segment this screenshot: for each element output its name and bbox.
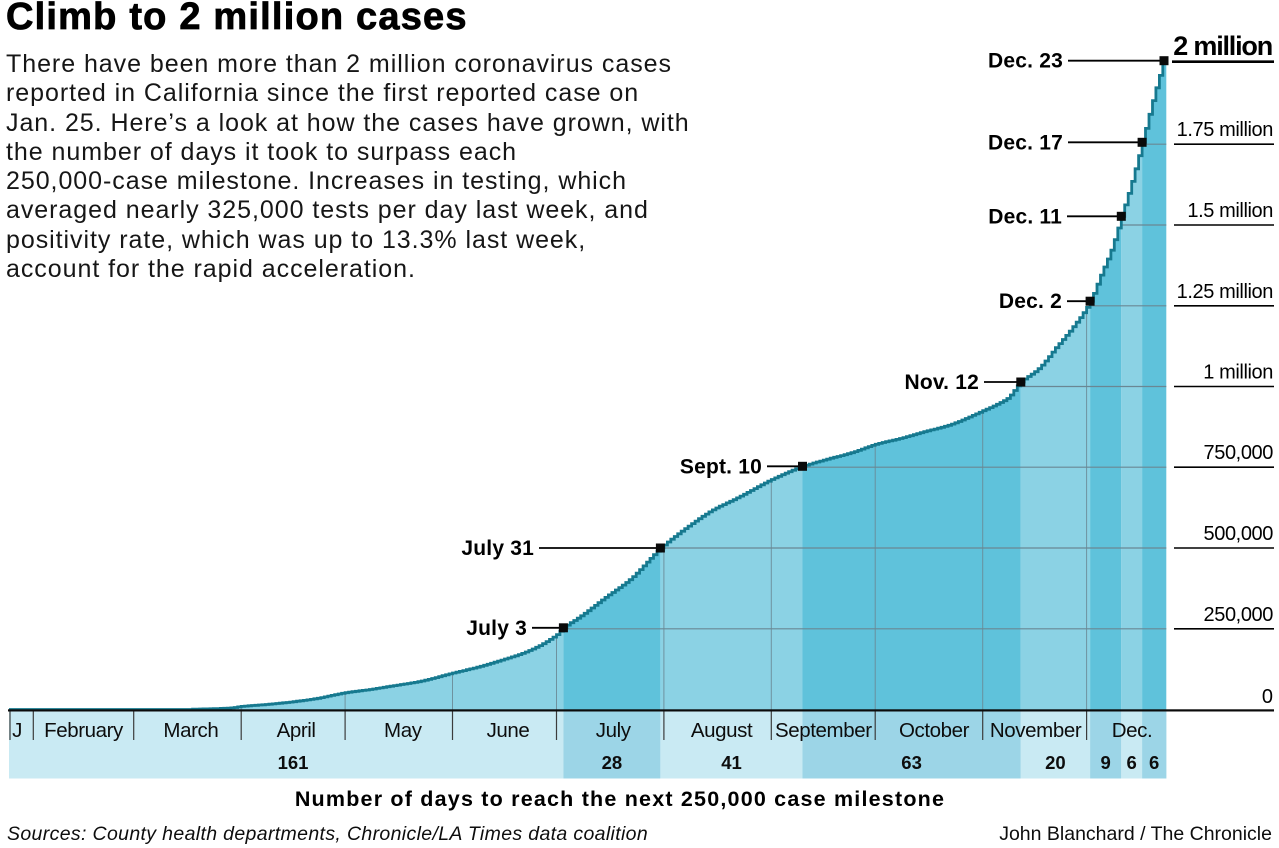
svg-text:July 3: July 3 — [466, 617, 527, 640]
svg-text:Sources: County health departm: Sources: County health departments, Chro… — [7, 823, 648, 845]
svg-text:October: October — [899, 719, 970, 742]
svg-text:March: March — [163, 719, 218, 742]
svg-text:161: 161 — [278, 752, 309, 773]
svg-text:Dec. 2: Dec. 2 — [999, 290, 1062, 313]
svg-text:Nov. 12: Nov. 12 — [904, 371, 979, 394]
svg-text:2 million: 2 million — [1173, 31, 1272, 61]
svg-text:J: J — [12, 719, 22, 742]
svg-text:20: 20 — [1045, 752, 1066, 773]
svg-text:Sept. 10: Sept. 10 — [680, 455, 762, 478]
svg-text:November: November — [990, 719, 1082, 742]
svg-text:41: 41 — [721, 752, 742, 773]
svg-text:September: September — [775, 719, 872, 742]
svg-text:1.75 million: 1.75 million — [1177, 119, 1273, 141]
svg-text:August: August — [691, 719, 753, 742]
svg-text:May: May — [384, 719, 423, 742]
svg-text:John Blanchard / The Chronicle: John Blanchard / The Chronicle — [999, 823, 1272, 845]
svg-text:Dec.: Dec. — [1112, 719, 1153, 742]
svg-text:1.5 million: 1.5 million — [1187, 200, 1273, 222]
svg-text:Dec. 17: Dec. 17 — [988, 131, 1063, 154]
svg-text:9: 9 — [1101, 752, 1111, 773]
svg-text:0: 0 — [1262, 686, 1273, 708]
svg-text:28: 28 — [602, 752, 623, 773]
svg-text:63: 63 — [901, 752, 922, 773]
svg-text:February: February — [44, 719, 124, 742]
svg-text:July: July — [596, 719, 632, 742]
svg-text:Dec. 11: Dec. 11 — [988, 205, 1062, 228]
svg-text:6: 6 — [1149, 752, 1159, 773]
svg-text:250,000: 250,000 — [1204, 604, 1274, 626]
svg-text:April: April — [277, 719, 316, 742]
svg-text:6: 6 — [1127, 752, 1137, 773]
svg-text:750,000: 750,000 — [1204, 442, 1274, 464]
svg-text:Number of days to reach the ne: Number of days to reach the next 250,000… — [295, 787, 945, 811]
svg-text:1.25 million: 1.25 million — [1177, 281, 1273, 303]
svg-text:1 million: 1 million — [1203, 362, 1273, 384]
svg-text:500,000: 500,000 — [1204, 523, 1274, 545]
svg-text:July 31: July 31 — [461, 537, 534, 560]
svg-text:Dec. 23: Dec. 23 — [988, 50, 1063, 73]
svg-text:June: June — [487, 719, 530, 742]
